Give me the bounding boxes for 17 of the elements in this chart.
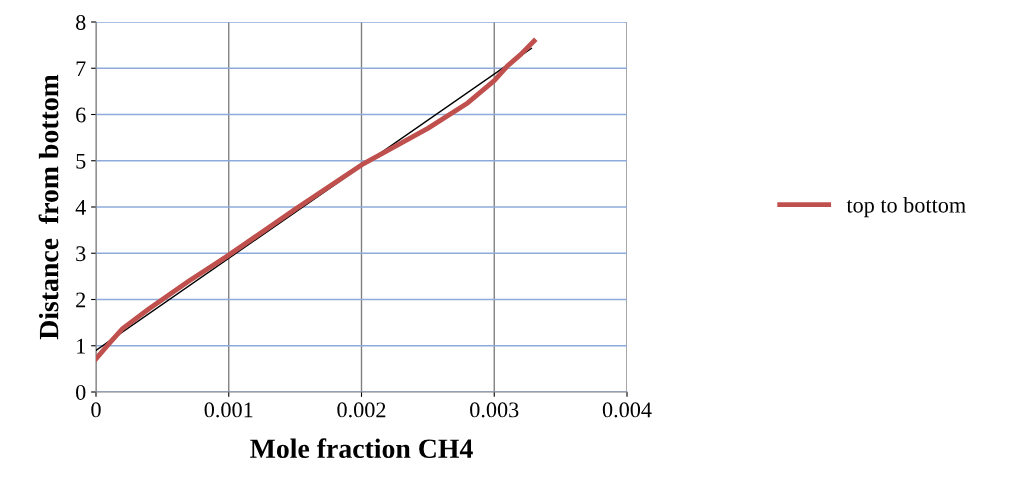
y-tick-label: 7 [76, 61, 86, 76]
y-tick-label: 2 [76, 292, 86, 308]
y-tick-label: 1 [77, 338, 85, 354]
x-tick-label: 0.001 [204, 402, 253, 418]
x-tick-label: 0.003 [470, 402, 519, 418]
y-tick-label: 4 [75, 200, 86, 215]
y-tick-label: 3 [76, 246, 86, 262]
x-axis-title: Mole fraction CH4 [250, 438, 473, 459]
y-axis-title: Distance from bottom [38, 74, 59, 340]
y-tick-label: 8 [76, 14, 86, 30]
legend-label: top to bottom [846, 196, 966, 218]
y-tick-label: 5 [76, 153, 86, 169]
x-tick-label: 0.002 [337, 402, 386, 418]
x-tick-label: 0 [91, 402, 101, 418]
x-tick-label: 0.004 [602, 402, 652, 418]
y-tick-label: 6 [76, 107, 86, 123]
y-tick-label: 0 [76, 384, 86, 400]
